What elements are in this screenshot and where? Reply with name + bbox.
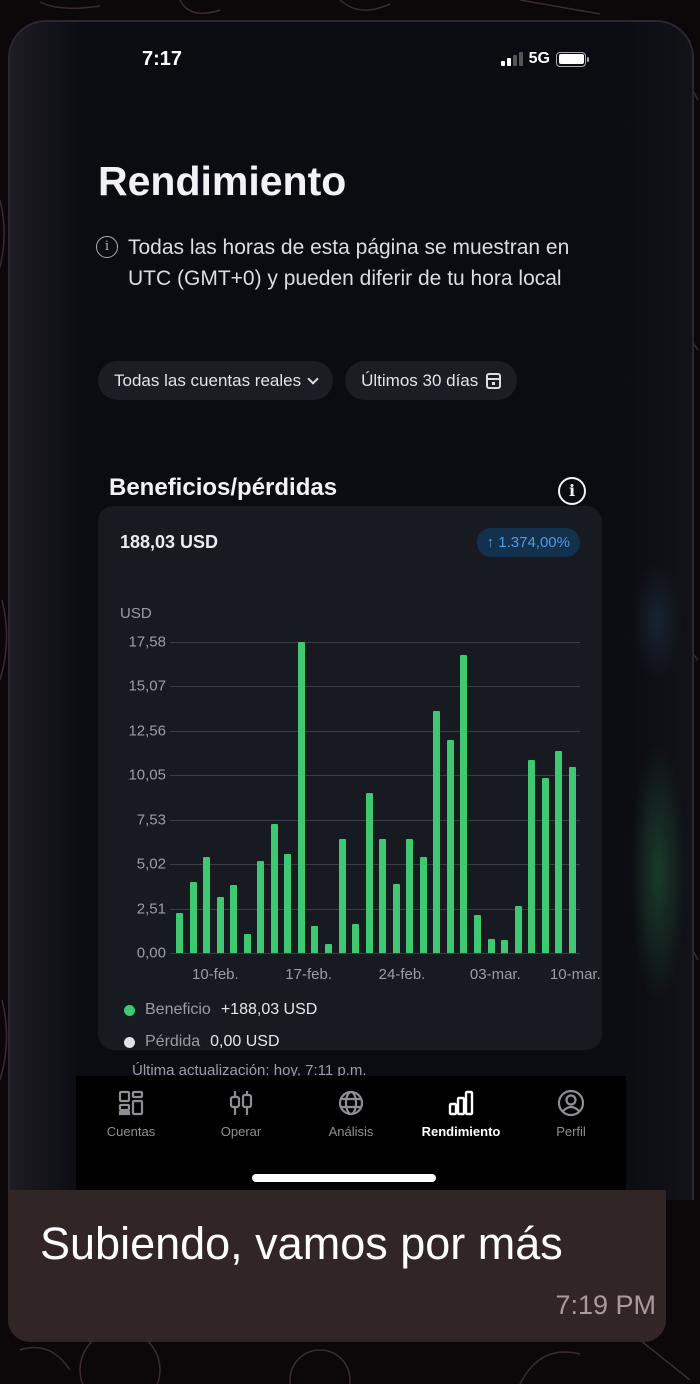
x-axis-tick: 03-mar. <box>469 966 521 983</box>
bar-chart-icon <box>406 1088 516 1118</box>
period-picker-label: Últimos 30 días <box>361 370 479 390</box>
info-icon[interactable]: i <box>558 477 586 505</box>
bar[interactable] <box>433 711 441 953</box>
network-type: 5G <box>528 50 550 67</box>
calendar-icon <box>486 372 502 389</box>
globe-icon <box>296 1088 406 1118</box>
total-profit: 188,03 USD <box>120 532 219 552</box>
x-axis-tick: 24-feb. <box>378 966 426 983</box>
bar[interactable] <box>460 655 468 953</box>
filter-bar: Todas las cuentas reales Últimos 30 días <box>98 361 518 400</box>
status-time: 7:17 <box>142 48 183 70</box>
gridline <box>170 864 580 866</box>
gridline <box>170 730 580 732</box>
phone-screenshot: 7:17 5G Rendimiento i Todas las horas de… <box>8 20 694 1200</box>
bar[interactable] <box>501 939 509 953</box>
app-screen: 7:17 5G Rendimiento i Todas las horas de… <box>76 22 626 1200</box>
bar[interactable] <box>487 939 495 953</box>
bar[interactable] <box>379 838 387 953</box>
info-icon: i <box>96 236 118 258</box>
y-axis-tick: 12,56 <box>128 722 166 740</box>
accounts-dropdown[interactable]: Todas las cuentas reales <box>98 361 334 400</box>
bar[interactable] <box>528 760 536 953</box>
battery-icon <box>556 51 589 67</box>
gridline <box>170 775 580 777</box>
message-time: 7:19 PM <box>555 1290 656 1320</box>
bar[interactable] <box>352 924 360 953</box>
candlestick-icon <box>186 1088 296 1118</box>
gridline <box>170 686 580 688</box>
tab-rendimiento[interactable]: Rendimiento <box>406 1088 516 1139</box>
profit-loss-card: 188,03 USD ↑ 1.374,00% USD 0,00 2,51 5,02 7… <box>98 506 602 1050</box>
bar[interactable] <box>189 882 197 953</box>
bar[interactable] <box>243 933 251 953</box>
status-bar: 7:17 5G <box>76 44 626 74</box>
home-indicator[interactable] <box>252 1174 436 1182</box>
bar[interactable] <box>555 751 563 953</box>
bar[interactable] <box>568 767 576 953</box>
change-badge: ↑ 1.374,00% <box>476 528 580 557</box>
bar[interactable] <box>325 943 333 953</box>
legend-dot-icon <box>124 1004 135 1016</box>
y-axis-tick: 7,53 <box>136 811 166 829</box>
section-title: Beneficios/pérdidas <box>109 474 338 501</box>
bar[interactable] <box>216 897 224 953</box>
bar[interactable] <box>338 838 346 953</box>
tab-operar[interactable]: Operar <box>186 1088 296 1139</box>
message-text: Subiendo, vamos por más <box>40 1218 563 1269</box>
y-axis-tick: 5,02 <box>136 855 166 873</box>
bar[interactable] <box>541 778 549 953</box>
last-updated: Última actualización: hoy, 7:11 p.m. <box>132 1062 367 1079</box>
user-circle-icon <box>516 1088 626 1118</box>
chart-legend: Beneficio +188,03 USD Pérdida 0,00 USD <box>124 994 317 1058</box>
y-axis-tick: 2,51 <box>136 900 166 918</box>
bar[interactable] <box>514 905 522 953</box>
x-axis-tick: 10-feb. <box>191 966 239 983</box>
timezone-notice: i Todas las horas de esta página se mues… <box>96 232 606 294</box>
y-axis-tick: 17,58 <box>128 633 166 651</box>
gridline <box>170 819 580 821</box>
bar[interactable] <box>257 861 265 953</box>
x-axis-tick: 10-mar. <box>549 966 601 983</box>
bar[interactable] <box>297 642 305 953</box>
signal-icon <box>500 52 523 66</box>
legend-dot-icon <box>124 1036 135 1048</box>
gridline <box>170 908 580 910</box>
tab-perfil[interactable]: Perfil <box>516 1088 626 1139</box>
tab-cuentas[interactable]: Cuentas <box>76 1088 186 1139</box>
notice-text: Todas las horas de esta página se muestr… <box>128 236 570 290</box>
bar[interactable] <box>446 740 454 953</box>
bar[interactable] <box>284 853 292 953</box>
page-title: Rendimiento <box>98 158 347 204</box>
y-axis-tick: 10,05 <box>128 766 166 784</box>
bar[interactable] <box>474 915 482 953</box>
bar[interactable] <box>230 885 238 953</box>
y-axis-tick: 15,07 <box>128 677 166 695</box>
tab-analisis[interactable]: Análisis <box>296 1088 406 1139</box>
bar[interactable] <box>406 838 414 953</box>
y-axis-tick: 0,00 <box>136 944 166 962</box>
x-axis-tick: 17-feb. <box>285 966 333 983</box>
period-picker[interactable]: Últimos 30 días <box>345 361 518 400</box>
bar[interactable] <box>203 857 211 953</box>
bar-series <box>176 642 576 953</box>
bar[interactable] <box>176 913 183 953</box>
frame-shade-right <box>622 22 692 1200</box>
legend-item-profit: Beneficio +188,03 USD <box>124 994 317 1026</box>
bottom-tab-bar: Cuentas Operar Análisis Rendimiento <box>76 1076 626 1200</box>
bar[interactable] <box>365 793 373 953</box>
gridline <box>170 953 580 954</box>
bar[interactable] <box>311 925 319 953</box>
grid-icon <box>76 1088 186 1118</box>
bar[interactable] <box>392 884 400 953</box>
bar[interactable] <box>270 824 278 953</box>
gridline <box>170 642 580 643</box>
chat-message-bubble: Subiendo, vamos por más 7:19 PM <box>8 1190 666 1342</box>
frame-shade-left <box>10 22 76 1200</box>
accounts-dropdown-label: Todas las cuentas reales <box>114 370 302 390</box>
legend-item-loss: Pérdida 0,00 USD <box>124 1026 317 1058</box>
bar[interactable] <box>419 856 427 953</box>
chevron-down-icon <box>307 372 319 385</box>
y-axis-unit: USD <box>120 605 152 622</box>
